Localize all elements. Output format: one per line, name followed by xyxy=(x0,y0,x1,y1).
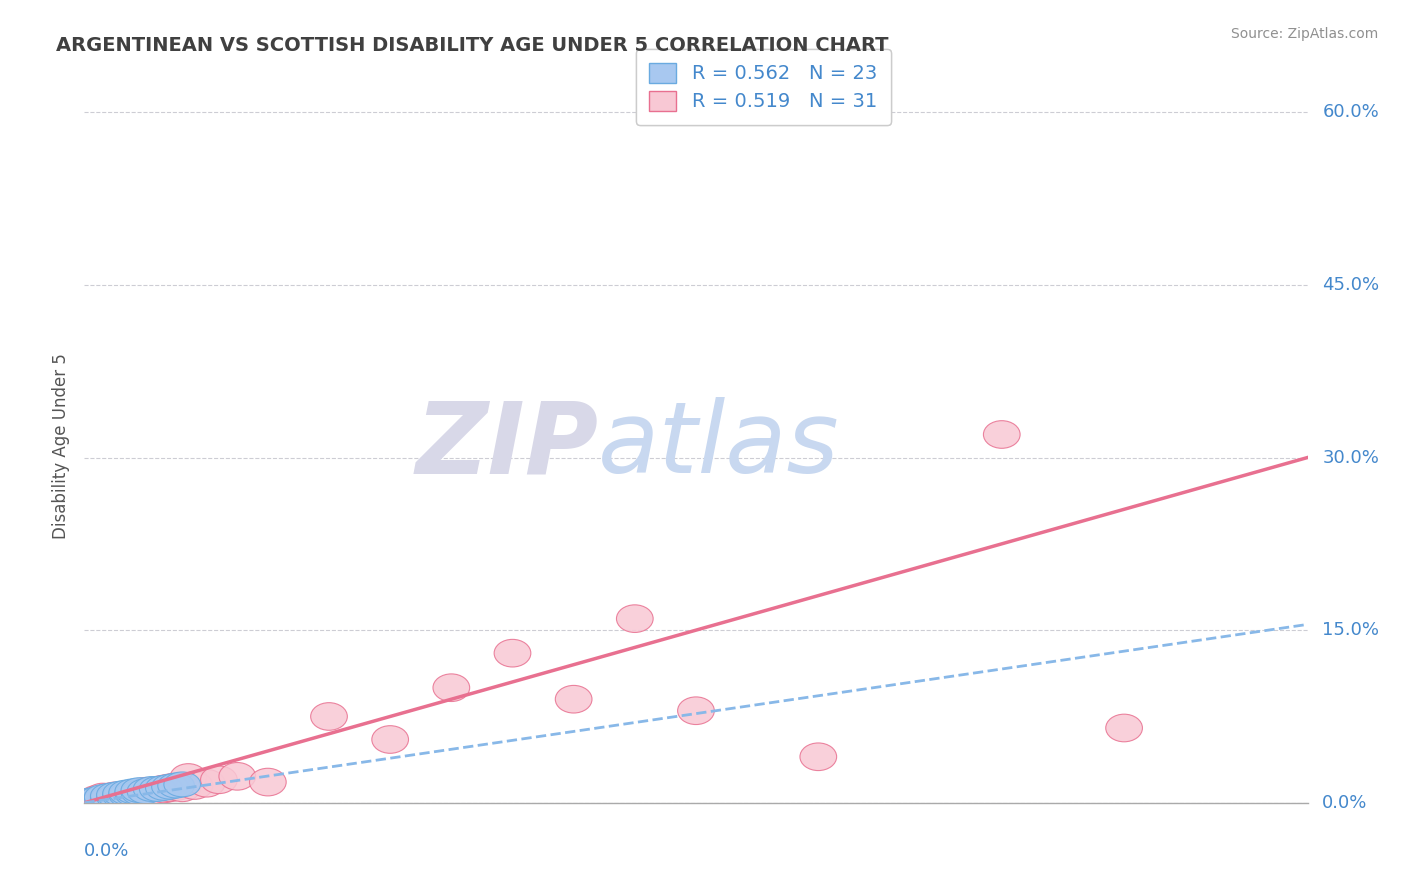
Ellipse shape xyxy=(219,763,256,790)
Ellipse shape xyxy=(121,779,157,806)
Ellipse shape xyxy=(678,697,714,724)
Ellipse shape xyxy=(139,776,176,804)
Ellipse shape xyxy=(97,785,134,809)
Ellipse shape xyxy=(121,780,157,805)
Ellipse shape xyxy=(127,778,165,805)
Ellipse shape xyxy=(79,787,115,812)
Ellipse shape xyxy=(170,764,207,791)
Ellipse shape xyxy=(127,779,165,804)
Ellipse shape xyxy=(139,777,176,801)
Ellipse shape xyxy=(1105,714,1143,742)
Ellipse shape xyxy=(84,785,121,809)
Ellipse shape xyxy=(108,782,146,807)
Y-axis label: Disability Age Under 5: Disability Age Under 5 xyxy=(52,353,70,539)
Ellipse shape xyxy=(115,781,152,806)
Text: 45.0%: 45.0% xyxy=(1322,276,1379,293)
Ellipse shape xyxy=(90,783,127,808)
Ellipse shape xyxy=(152,774,188,802)
Ellipse shape xyxy=(90,786,127,811)
Text: 30.0%: 30.0% xyxy=(1322,449,1379,467)
Ellipse shape xyxy=(983,421,1021,449)
Ellipse shape xyxy=(311,703,347,731)
Ellipse shape xyxy=(201,766,238,794)
Text: Source: ZipAtlas.com: Source: ZipAtlas.com xyxy=(1230,27,1378,41)
Ellipse shape xyxy=(555,685,592,713)
Ellipse shape xyxy=(108,780,146,808)
Ellipse shape xyxy=(103,781,139,806)
Text: 15.0%: 15.0% xyxy=(1322,621,1379,640)
Ellipse shape xyxy=(84,786,121,811)
Text: ZIP: ZIP xyxy=(415,398,598,494)
Ellipse shape xyxy=(103,782,139,810)
Ellipse shape xyxy=(103,783,139,808)
Ellipse shape xyxy=(433,673,470,701)
Ellipse shape xyxy=(72,788,108,813)
Ellipse shape xyxy=(146,775,183,803)
Text: 0.0%: 0.0% xyxy=(1322,794,1368,812)
Ellipse shape xyxy=(84,783,121,811)
Ellipse shape xyxy=(115,780,152,807)
Ellipse shape xyxy=(157,773,194,798)
Text: atlas: atlas xyxy=(598,398,839,494)
Text: 60.0%: 60.0% xyxy=(1322,103,1379,121)
Ellipse shape xyxy=(800,743,837,771)
Ellipse shape xyxy=(176,772,212,799)
Ellipse shape xyxy=(97,782,134,807)
Ellipse shape xyxy=(97,782,134,810)
Ellipse shape xyxy=(108,780,146,805)
Text: ARGENTINEAN VS SCOTTISH DISABILITY AGE UNDER 5 CORRELATION CHART: ARGENTINEAN VS SCOTTISH DISABILITY AGE U… xyxy=(56,36,889,54)
Ellipse shape xyxy=(79,786,115,814)
Legend: R = 0.562   N = 23, R = 0.519   N = 31: R = 0.562 N = 23, R = 0.519 N = 31 xyxy=(636,49,891,125)
Ellipse shape xyxy=(616,605,654,632)
Ellipse shape xyxy=(134,777,170,801)
Ellipse shape xyxy=(157,772,194,800)
Ellipse shape xyxy=(494,640,531,667)
Ellipse shape xyxy=(188,770,225,797)
Ellipse shape xyxy=(165,772,201,797)
Ellipse shape xyxy=(121,778,157,803)
Ellipse shape xyxy=(90,783,127,811)
Ellipse shape xyxy=(165,774,201,802)
Text: 0.0%: 0.0% xyxy=(84,842,129,860)
Ellipse shape xyxy=(249,768,287,796)
Ellipse shape xyxy=(152,774,188,799)
Ellipse shape xyxy=(146,775,183,800)
Ellipse shape xyxy=(134,778,170,805)
Ellipse shape xyxy=(115,779,152,804)
Ellipse shape xyxy=(371,726,409,754)
